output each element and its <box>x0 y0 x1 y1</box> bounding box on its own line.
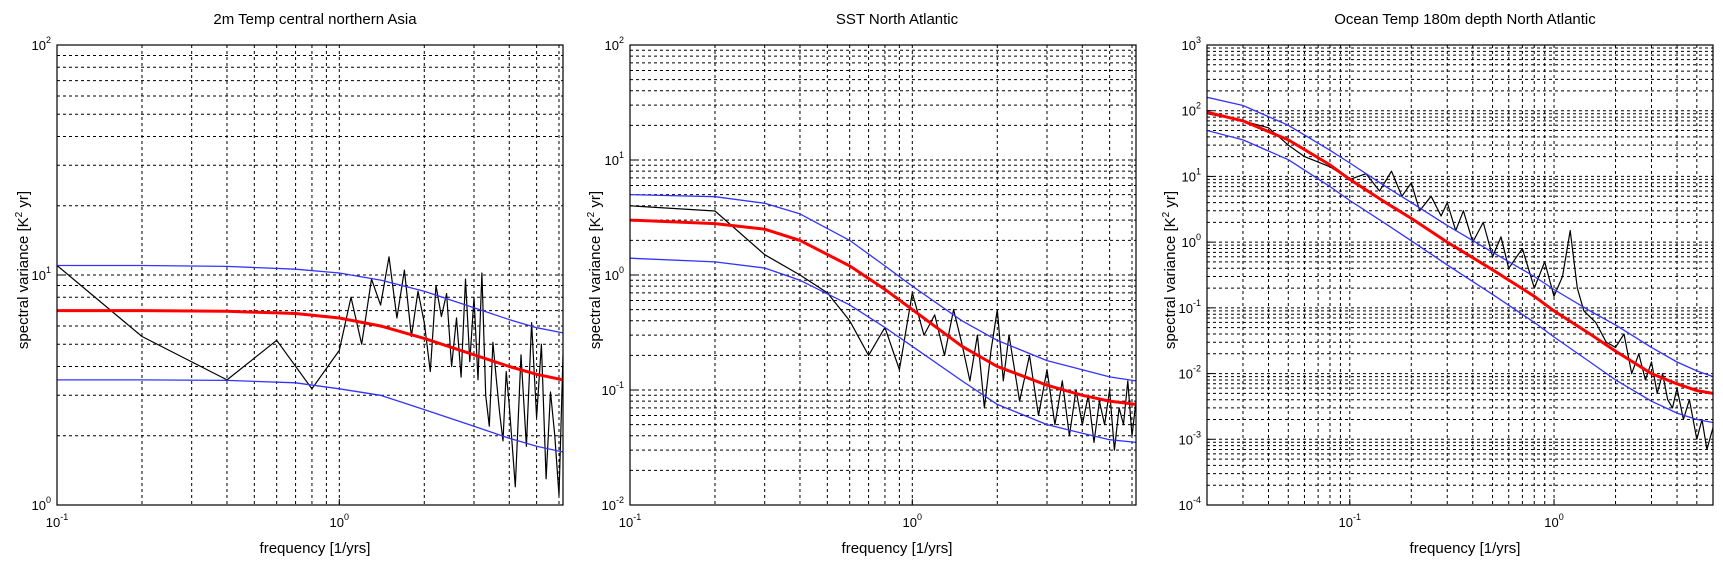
plot-frame <box>1206 44 1714 506</box>
chart-title: Ocean Temp 180m depth North Atlantic <box>1334 11 1596 28</box>
series-line-lower <box>630 257 1136 444</box>
x-tick-label: 10-1 <box>619 512 641 530</box>
x-tick-label: 10-1 <box>1339 512 1361 530</box>
y-tick-label: 100 <box>605 265 624 283</box>
series-line-lower <box>1207 129 1713 424</box>
x-axis-label: frequency [1/yrs] <box>1410 540 1521 557</box>
chart-panel-ocean-temp: Ocean Temp 180m depth North Atlantic fre… <box>1161 11 1714 557</box>
series-line-mean <box>57 309 563 382</box>
y-tick-label: 10-3 <box>1179 429 1201 447</box>
y-tick-label: 100 <box>1182 232 1201 250</box>
y-tick-label: 10-2 <box>1179 364 1201 382</box>
x-tick-label: 100 <box>903 512 922 530</box>
y-tick-label: 102 <box>605 35 624 53</box>
series-group <box>630 193 1136 451</box>
y-tick-label: 102 <box>1182 101 1201 119</box>
x-axis-label: frequency [1/yrs] <box>842 540 953 557</box>
y-axis-label: spectral variance [K2 yr] <box>14 191 32 349</box>
y-tick-label: 101 <box>605 150 624 168</box>
series-line-spectrum <box>630 205 1136 451</box>
chart-panel-2m-temp: 2m Temp central northern Asia frequency … <box>14 11 564 557</box>
y-tick-label: 102 <box>32 35 51 53</box>
y-axis-label: spectral variance [K2 yr] <box>1161 191 1179 349</box>
grid-lines <box>630 45 1136 505</box>
series-line-spectrum <box>57 256 563 497</box>
y-tick-label: 100 <box>32 495 51 513</box>
y-tick-label: 101 <box>1182 166 1201 184</box>
grid-lines <box>57 45 563 505</box>
series-line-upper <box>630 193 1136 382</box>
y-tick-label: 10-4 <box>1179 495 1201 513</box>
y-tick-label: 103 <box>1182 35 1201 53</box>
y-tick-label: 10-1 <box>1179 298 1201 316</box>
series-group <box>1207 96 1713 451</box>
x-tick-label: 100 <box>330 512 349 530</box>
series-group <box>57 256 563 497</box>
series-line-spectrum <box>1207 113 1713 451</box>
chart-title: SST North Atlantic <box>836 11 959 28</box>
x-tick-label: 100 <box>1544 512 1563 530</box>
chart-panel-sst: SST North Atlantic frequency [1/yrs] spe… <box>586 11 1137 557</box>
grid-lines <box>1207 45 1713 505</box>
chart-title: 2m Temp central northern Asia <box>213 11 417 28</box>
series-line-mean <box>630 218 1136 406</box>
series-line-upper <box>1207 96 1713 378</box>
series-line-mean <box>1207 110 1713 395</box>
y-axis-label: spectral variance [K2 yr] <box>586 191 604 349</box>
series-line-lower <box>57 379 563 453</box>
series-line-upper <box>57 264 563 334</box>
x-axis-label: frequency [1/yrs] <box>260 540 371 557</box>
y-tick-label: 10-1 <box>602 380 624 398</box>
y-tick-label: 10-2 <box>602 495 624 513</box>
y-tick-label: 101 <box>32 265 51 283</box>
x-tick-label: 10-1 <box>46 512 68 530</box>
